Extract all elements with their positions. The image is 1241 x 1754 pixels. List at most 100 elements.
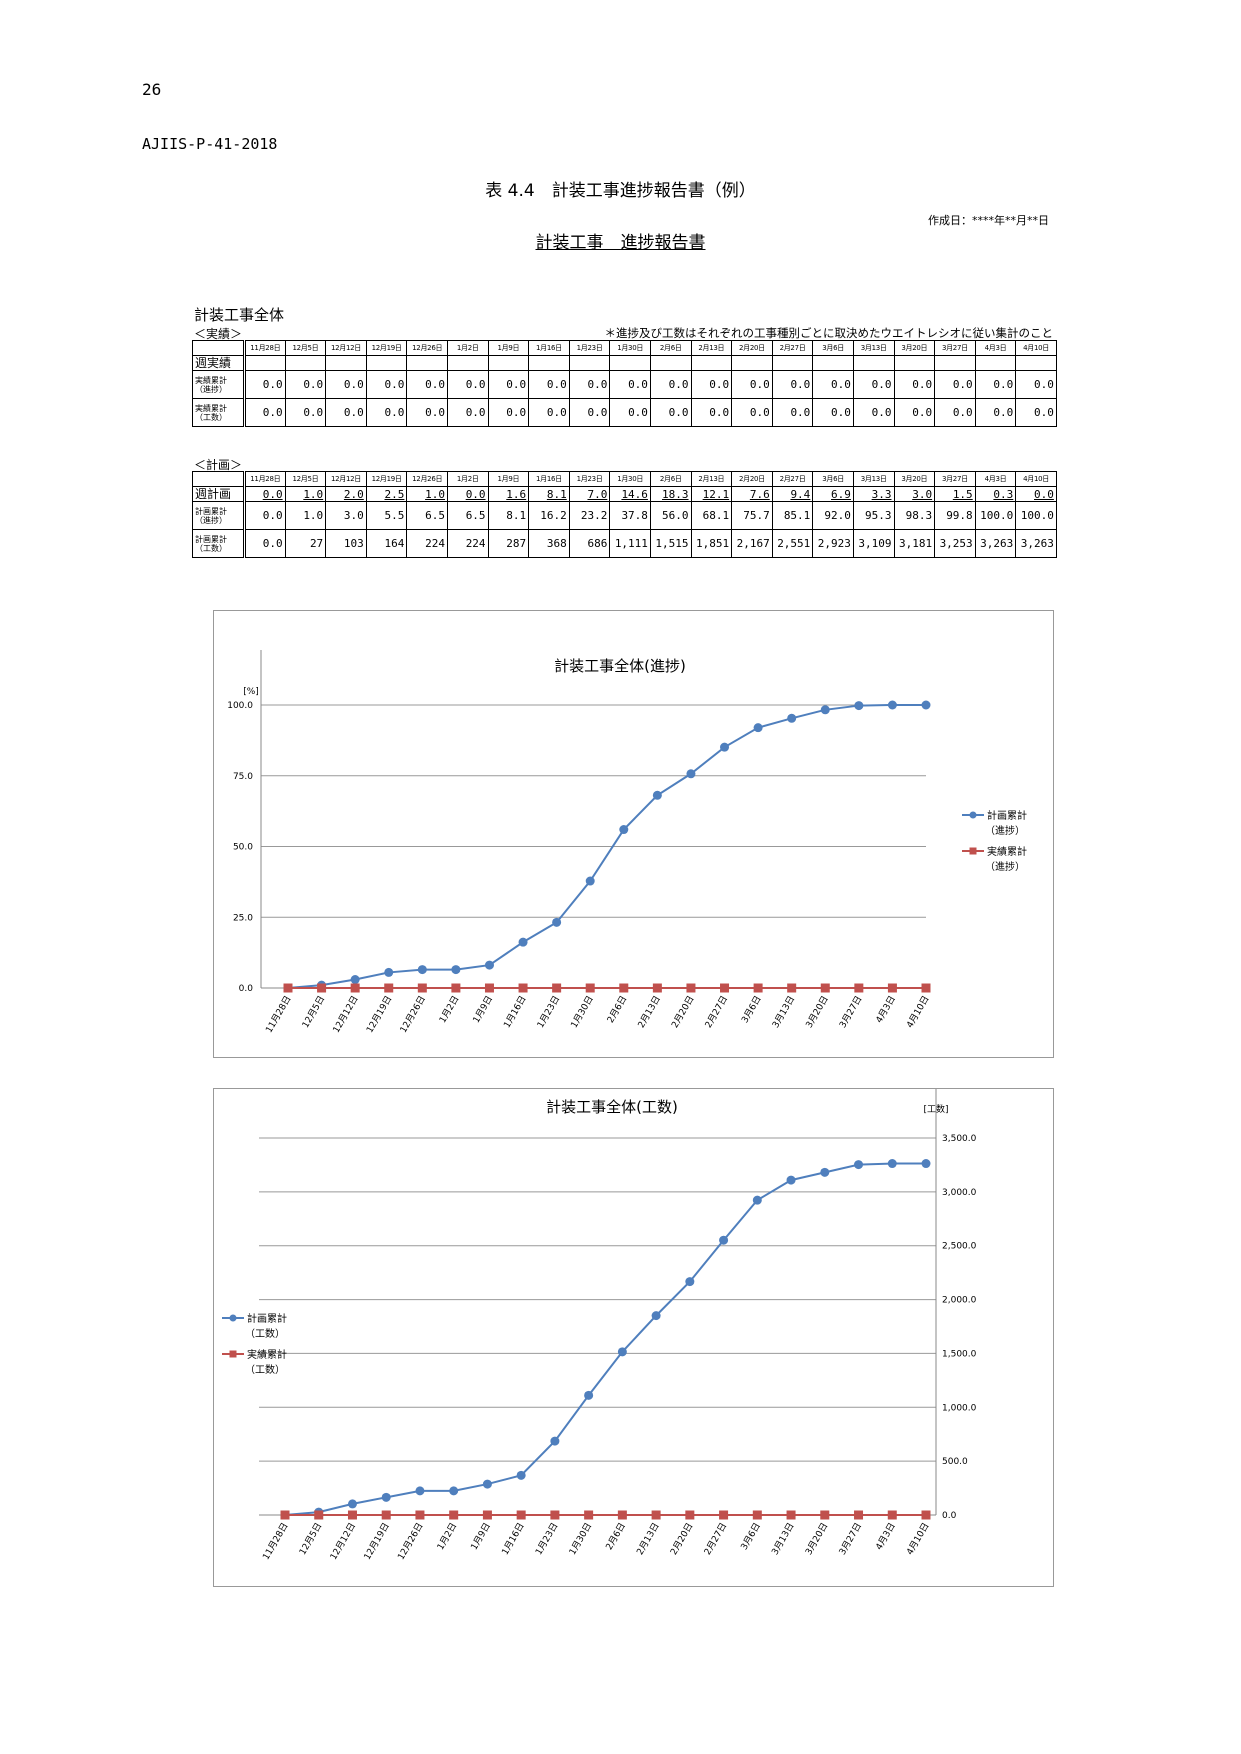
data-point — [550, 1436, 560, 1446]
plan-cell: 1.0 — [284, 486, 327, 502]
data-point — [317, 983, 327, 993]
actual-cell — [934, 355, 976, 371]
actual-cell: 0.0 — [731, 370, 773, 399]
actual-cell: 0.0 — [893, 370, 936, 399]
actual-cell: 0.0 — [893, 398, 936, 427]
plan-cell: 37.8 — [609, 501, 651, 530]
plan-cell: 18.3 — [649, 486, 692, 502]
data-point — [585, 983, 595, 993]
data-point — [449, 1510, 459, 1520]
x-tick-label: 12月5日 — [300, 994, 327, 1030]
x-tick-label: 3月27日 — [837, 1521, 864, 1557]
data-point — [584, 1510, 594, 1520]
plan-cell: 1,851 — [690, 529, 733, 558]
data-point — [585, 876, 595, 886]
y-tick-label: 3,000.0 — [942, 1188, 977, 1198]
x-tick-label: 12月12日 — [328, 1521, 358, 1562]
plan-cell: 8.1 — [528, 486, 570, 502]
plan-cell: 100.0 — [1015, 501, 1057, 530]
y-tick-label: 2,000.0 — [942, 1296, 977, 1306]
actual-cell: 0.0 — [690, 370, 733, 399]
x-tick-label: 12月19日 — [364, 994, 394, 1035]
manhour-chart: 計装工事全体(工数) [工数]0.0500.01,000.01,500.02,00… — [222, 1083, 977, 1562]
actual-cell: 0.0 — [365, 398, 408, 427]
actual-date-header: 3月27日 — [934, 340, 976, 356]
x-tick-label: 12月19日 — [362, 1521, 392, 1562]
actual-cell: 0.0 — [568, 398, 611, 427]
report-title: 計装工事 進捗報告書 — [0, 228, 1241, 253]
plan-cell: 6.5 — [406, 501, 448, 530]
actual-cell: 0.0 — [446, 370, 489, 399]
actual-date-header: 1月30日 — [609, 340, 651, 356]
actual-date-header: 2月27日 — [771, 340, 814, 356]
plan-cell: 12.1 — [690, 486, 733, 502]
actual-cell: 0.0 — [406, 398, 448, 427]
data-point — [787, 713, 797, 723]
plan-date-header: 1月30日 — [609, 471, 651, 487]
report-title-text: 計装工事 進捗報告書 — [535, 233, 706, 253]
data-point — [786, 1510, 796, 1520]
data-point — [451, 965, 461, 975]
plan-cell: 368 — [528, 529, 570, 558]
plan-cell: 3.0 — [893, 486, 936, 502]
data-point — [652, 983, 662, 993]
series-line — [284, 1162, 926, 1516]
actual-cell: 0.0 — [731, 398, 773, 427]
plan-cell: 2.5 — [365, 486, 408, 502]
plan-date-header: 12月26日 — [406, 471, 448, 487]
manhour-chart-frame: 計装工事全体(工数) [工数] 0.0 500.0 1,000.0 1,500.0 2,00… — [213, 1083, 1054, 1587]
actual-cell: 0.0 — [1015, 370, 1057, 399]
actual-cell — [731, 355, 773, 371]
actual-cell — [406, 355, 448, 371]
x-tick-label: 3月6日 — [739, 994, 763, 1025]
plan-cell: 686 — [568, 529, 611, 558]
data-point — [921, 700, 931, 710]
table-caption: 表 4.4 計装工事進捗報告書（例） — [485, 181, 756, 201]
plan-cell: 75.7 — [731, 501, 773, 530]
legend-label: （工数） — [245, 1363, 285, 1376]
plan-cell: 1,111 — [609, 529, 651, 558]
y-tick-label: 25.0 — [233, 913, 253, 923]
actual-cell: 0.0 — [528, 370, 570, 399]
plan-cell: 1.6 — [487, 486, 530, 502]
actual-date-header: 2月6日 — [649, 340, 692, 356]
actual-cell — [852, 355, 895, 371]
x-tick-label: 2月20日 — [669, 994, 696, 1030]
x-tick-label: 1月2日 — [435, 1521, 459, 1552]
plan-cell: 3.3 — [852, 486, 895, 502]
x-tick-label: 11月28日 — [264, 994, 294, 1035]
y-tick-label: 3,500.0 — [942, 1134, 977, 1144]
actual-cell: 0.0 — [365, 370, 408, 399]
data-point — [787, 983, 797, 993]
legend-label: 実績累計 — [987, 845, 1027, 858]
plan-cell: 8.1 — [487, 501, 530, 530]
series-line — [287, 704, 926, 989]
y-tick-label: 0.0 — [239, 984, 254, 994]
data-point — [550, 1510, 560, 1520]
actual-date-header: 4月3日 — [974, 340, 1017, 356]
data-point — [719, 1510, 729, 1520]
data-point — [887, 700, 897, 710]
plan-cell: 2,923 — [812, 529, 854, 558]
legend-marker — [969, 847, 977, 855]
data-point — [484, 960, 494, 970]
actual-row: 実績累計 （工数） 0.0 0.0 0.0 0.0 0.0 0.0 0.0 0.0 0.0 0.0 0.… — [192, 398, 1057, 427]
section-title: 計装工事全体 — [194, 306, 285, 324]
data-point — [854, 1510, 864, 1520]
actual-date-header: 1月9日 — [487, 340, 530, 356]
data-point — [719, 1235, 729, 1245]
data-point — [347, 1510, 357, 1520]
document-id: AJIIS-P-41-2018 — [142, 135, 278, 153]
data-point — [651, 1510, 661, 1520]
plan-cell: 6.5 — [446, 501, 489, 530]
plan-date-header: 1月9日 — [487, 471, 530, 487]
plan-date-header: 2月13日 — [690, 471, 733, 487]
plan-cell: 5.5 — [365, 501, 408, 530]
x-tick-label: 2月13日 — [636, 994, 663, 1030]
plan-cell: 2,167 — [731, 529, 773, 558]
plan-cell: 3,263 — [1015, 529, 1057, 558]
data-point — [516, 1470, 526, 1480]
x-tick-label: 11月28日 — [261, 1521, 291, 1562]
data-point — [686, 769, 696, 779]
